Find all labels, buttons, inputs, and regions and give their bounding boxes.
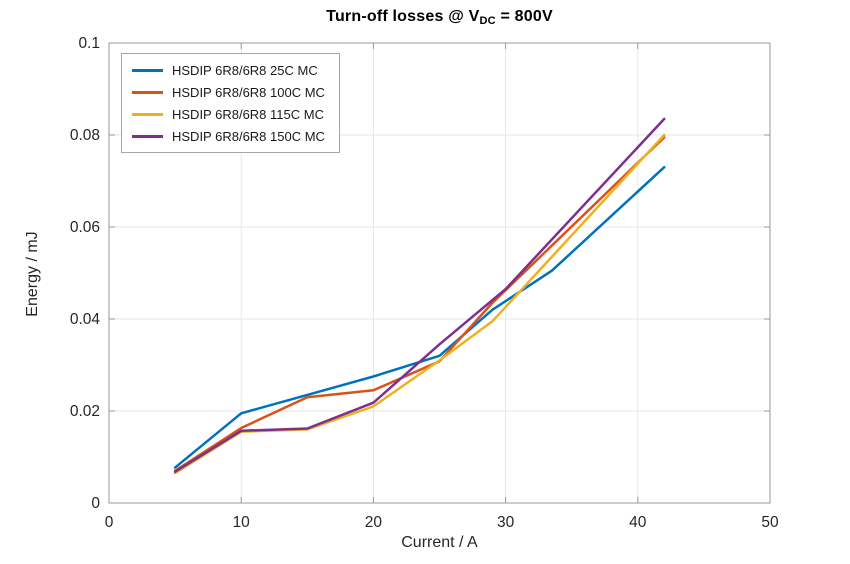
- chart-title-text: Turn-off losses @ V: [326, 8, 480, 25]
- tick-labels: 0 10 20 30 40 50 0 0.02 0.04 0.06 0.08 0.1: [70, 35, 779, 531]
- legend-label: HSDIP 6R8/6R8 115C MC: [172, 106, 324, 122]
- legend-line-swatch: [132, 134, 163, 138]
- x-axis-label: Current / A: [401, 534, 478, 551]
- legend: HSDIP 6R8/6R8 25C MC HSDIP 6R8/6R8 100C …: [121, 53, 340, 153]
- chart-title: Turn-off losses @ VDC = 800V: [109, 8, 770, 27]
- axes-box: [108, 42, 771, 504]
- y-tick-label: 0.1: [78, 35, 100, 52]
- legend-line-swatch: [132, 68, 163, 72]
- legend-item: HSDIP 6R8/6R8 115C MC: [132, 105, 325, 123]
- legend-line-swatch: [132, 112, 163, 116]
- legend-item: HSDIP 6R8/6R8 25C MC: [132, 61, 325, 79]
- series-line: [173, 165, 666, 469]
- legend-line-swatch: [132, 90, 163, 94]
- legend-label: HSDIP 6R8/6R8 25C MC: [172, 62, 318, 78]
- x-tick-label: 30: [497, 514, 515, 531]
- x-tick-label: 10: [233, 514, 251, 531]
- y-axis-label: Energy / mJ: [24, 231, 41, 317]
- y-tick-label: 0.04: [70, 311, 101, 328]
- legend-item: HSDIP 6R8/6R8 100C MC: [132, 83, 325, 101]
- y-tick-label: 0.02: [70, 403, 100, 420]
- legend-item: HSDIP 6R8/6R8 150C MC: [132, 127, 325, 145]
- series-lines: [173, 117, 666, 475]
- y-tick-label: 0.06: [70, 219, 100, 236]
- series-line: [173, 136, 666, 473]
- y-tick-label: 0.08: [70, 127, 100, 144]
- series-line: [173, 133, 666, 475]
- y-tick-label: 0: [91, 495, 100, 512]
- series-line: [173, 117, 666, 473]
- x-tick-label: 0: [105, 514, 114, 531]
- chart-title-subscript: DC: [479, 15, 496, 27]
- axes-border: [108, 42, 771, 504]
- chart-title-suffix: = 800V: [495, 8, 553, 25]
- x-tick-label: 50: [761, 514, 779, 531]
- x-tick-label: 20: [365, 514, 383, 531]
- x-tick-label: 40: [629, 514, 647, 531]
- legend-label: HSDIP 6R8/6R8 100C MC: [172, 84, 325, 100]
- legend-label: HSDIP 6R8/6R8 150C MC: [172, 128, 325, 144]
